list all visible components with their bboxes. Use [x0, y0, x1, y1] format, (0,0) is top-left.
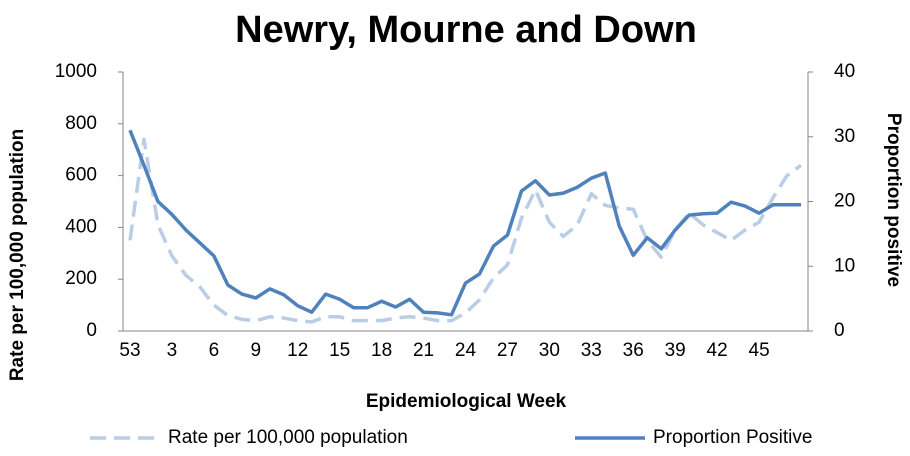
- y2-axis-label: Proportion positive: [883, 113, 904, 287]
- x-tick-label: 21: [413, 340, 434, 361]
- x-tick-label: 24: [455, 340, 477, 361]
- series-line: [128, 129, 802, 317]
- legend-label: Proportion Positive: [653, 427, 812, 448]
- x-tick-label: 53: [119, 340, 140, 361]
- x-tick-label: 3: [167, 340, 178, 361]
- x-tick-label: 12: [287, 340, 308, 361]
- y2-tick-label: 20: [834, 191, 855, 212]
- y-tick-label: 400: [65, 216, 97, 237]
- x-tick-label: 18: [371, 340, 392, 361]
- y2-tick-label: 0: [834, 320, 845, 341]
- legend-label: Rate per 100,000 population: [168, 427, 408, 448]
- y-tick-label: 800: [65, 113, 97, 134]
- y2-tick-label: 10: [834, 255, 855, 276]
- y-tick-label: 1000: [55, 61, 97, 82]
- x-tick-label: 9: [251, 340, 262, 361]
- y-axis-label: Rate per 100,000 population: [7, 129, 28, 381]
- x-tick-label: 33: [581, 340, 602, 361]
- x-tick-label: 42: [707, 340, 728, 361]
- series-line: [128, 137, 803, 324]
- x-tick-label: 15: [329, 340, 350, 361]
- x-tick-label: 6: [209, 340, 220, 361]
- x-tick-label: 36: [623, 340, 644, 361]
- y2-tick-label: 40: [834, 61, 855, 82]
- x-tick-label: 27: [497, 340, 518, 361]
- x-tick-label: 39: [665, 340, 686, 361]
- y-tick-label: 200: [65, 268, 97, 289]
- x-tick-label: 30: [539, 340, 560, 361]
- chart-title: Newry, Mourne and Down: [235, 9, 697, 51]
- y2-tick-label: 30: [834, 126, 855, 147]
- x-axis-label: Epidemiological Week: [366, 391, 567, 412]
- y-tick-label: 0: [86, 320, 97, 341]
- y-tick-label: 600: [65, 165, 97, 186]
- x-tick-label: 45: [749, 340, 770, 361]
